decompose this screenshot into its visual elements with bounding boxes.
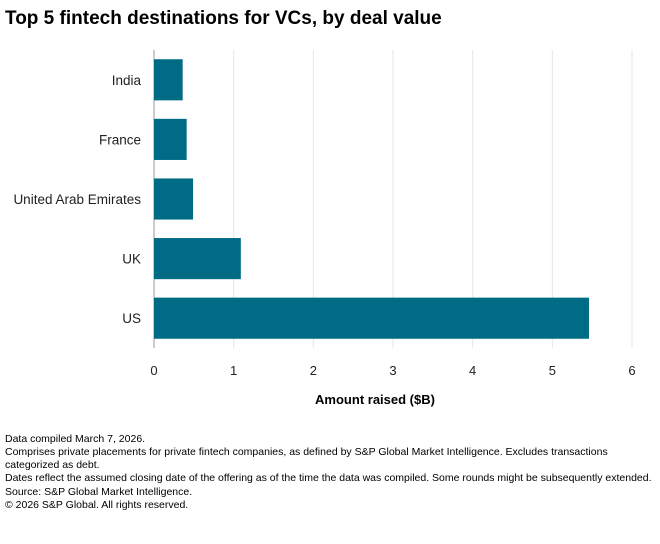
bar-france	[154, 118, 187, 160]
bar-united-arab-emirates	[154, 178, 194, 220]
footnote-scope: Comprises private placements for private…	[5, 446, 608, 471]
category-label: UK	[122, 252, 141, 267]
category-label: France	[99, 132, 141, 147]
bars	[154, 59, 589, 339]
x-tick-label: 0	[150, 363, 157, 378]
x-tick-label: 5	[549, 363, 556, 378]
category-labels: India France United Arab Emirates UK US	[13, 73, 141, 326]
x-tick-label: 1	[230, 363, 237, 378]
category-label: US	[122, 311, 141, 326]
footnotes: Data compiled March 7, 2026. Comprises p…	[5, 433, 655, 512]
footnote-dates: Dates reflect the assumed closing date o…	[5, 472, 652, 485]
x-axis-label: Amount raised ($B)	[315, 392, 435, 407]
bar-uk	[154, 238, 241, 280]
category-label: India	[112, 73, 142, 88]
x-tick-label: 4	[469, 363, 476, 378]
bar-india	[154, 59, 183, 101]
bar-us	[154, 297, 589, 339]
x-tick-labels: 0 1 2 3 4 5 6	[150, 363, 635, 378]
x-tick-label: 3	[389, 363, 396, 378]
bar-chart: India France United Arab Emirates UK US 0 1 2 3…	[13, 50, 636, 407]
gridlines	[153, 50, 633, 348]
x-tick-label: 6	[628, 363, 635, 378]
x-tick-label: 2	[310, 363, 317, 378]
category-label: United Arab Emirates	[13, 192, 141, 207]
chart-title: Top 5 fintech destinations for VCs, by d…	[5, 8, 442, 29]
footnote-copyright: © 2026 S&P Global. All rights reserved.	[5, 499, 189, 512]
footnote-source: Source: S&P Global Market Intelligence.	[5, 485, 193, 498]
footnote-date: Data compiled March 7, 2026.	[5, 433, 146, 445]
